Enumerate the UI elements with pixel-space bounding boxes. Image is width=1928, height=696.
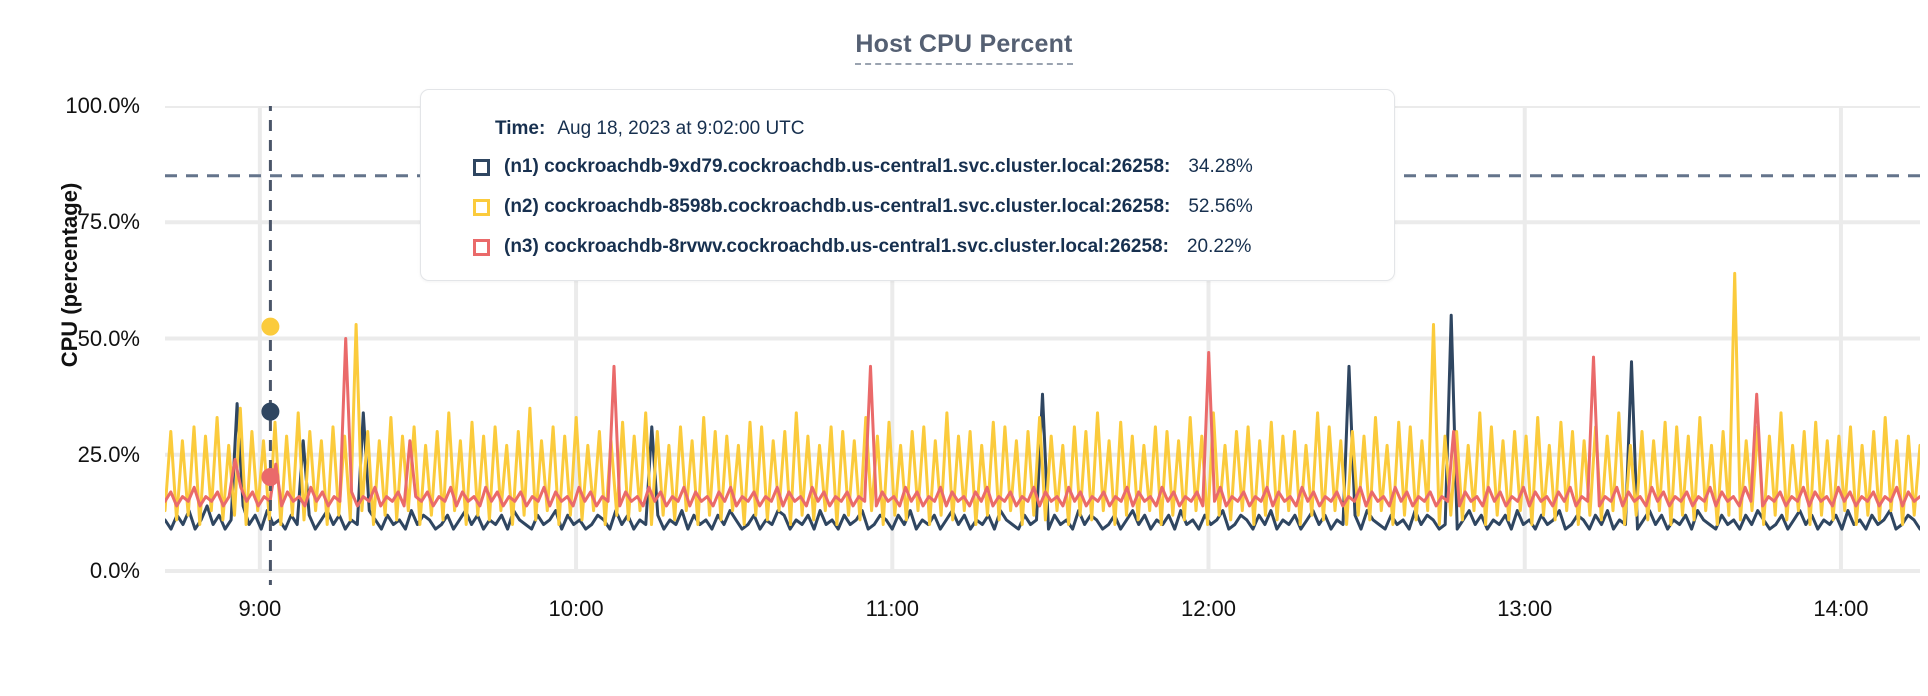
y-axis-ticks: 0.0% 25.0% 50.0% 75.0% 100.0%	[20, 0, 140, 696]
hover-point-n2	[261, 317, 280, 336]
tooltip-series-name: (n1) cockroachdb-9xd79.cockroachdb.us-ce…	[504, 156, 1171, 177]
tooltip-series-name: (n3) cockroachdb-8rvwv.cockroachdb.us-ce…	[504, 236, 1169, 257]
chart-title-text: Host CPU Percent	[855, 30, 1073, 65]
tooltip-series-name: (n2) cockroachdb-8598b.cockroachdb.us-ce…	[504, 196, 1171, 217]
y-tick-label: 25.0%	[77, 441, 140, 467]
tooltip-row: (n1) cockroachdb-9xd79.cockroachdb.us-ce…	[473, 156, 1368, 178]
legend-swatch-icon	[473, 198, 490, 216]
tooltip-series-value: 20.22%	[1186, 236, 1252, 257]
x-tick-label: 12:00	[1180, 596, 1237, 621]
x-tick-label: 9:00	[238, 596, 282, 621]
x-tick-label: 10:00	[548, 596, 604, 621]
x-tick-label: 14:00	[1813, 596, 1869, 621]
legend-swatch-icon	[473, 158, 490, 176]
series-line-n3	[165, 337, 1920, 508]
y-tick-label: 0.0%	[89, 558, 140, 583]
tooltip-row: (n3) cockroachdb-8rvwv.cockroachdb.us-ce…	[473, 236, 1368, 258]
x-tick-label: 13:00	[1497, 596, 1553, 621]
legend-swatch-icon	[473, 238, 490, 256]
tooltip-row: (n2) cockroachdb-8598b.cockroachdb.us-ce…	[473, 196, 1368, 218]
hover-point-n1	[261, 402, 280, 421]
hover-tooltip: Time: Aug 18, 2023 at 9:02:00 UTC (n1) c…	[420, 89, 1395, 281]
chart-title: Host CPU Percent	[0, 30, 1928, 65]
x-tick-label: 11:00	[865, 596, 920, 621]
tooltip-series-value: 52.56%	[1188, 196, 1253, 217]
tooltip-series-value: 34.28%	[1188, 156, 1253, 177]
tooltip-series-list: (n1) cockroachdb-9xd79.cockroachdb.us-ce…	[447, 156, 1368, 258]
tooltip-time-value: Aug 18, 2023 at 9:02:00 UTC	[557, 118, 805, 139]
y-tick-label: 50.0%	[77, 325, 140, 351]
tooltip-time-row: Time: Aug 18, 2023 at 9:02:00 UTC	[495, 118, 1368, 140]
hover-point-n3	[261, 467, 280, 486]
y-tick-label: 75.0%	[77, 209, 140, 235]
tooltip-time-label: Time:	[495, 118, 546, 139]
series-line-n2	[165, 271, 1920, 526]
y-tick-label: 100.0%	[65, 93, 140, 118]
